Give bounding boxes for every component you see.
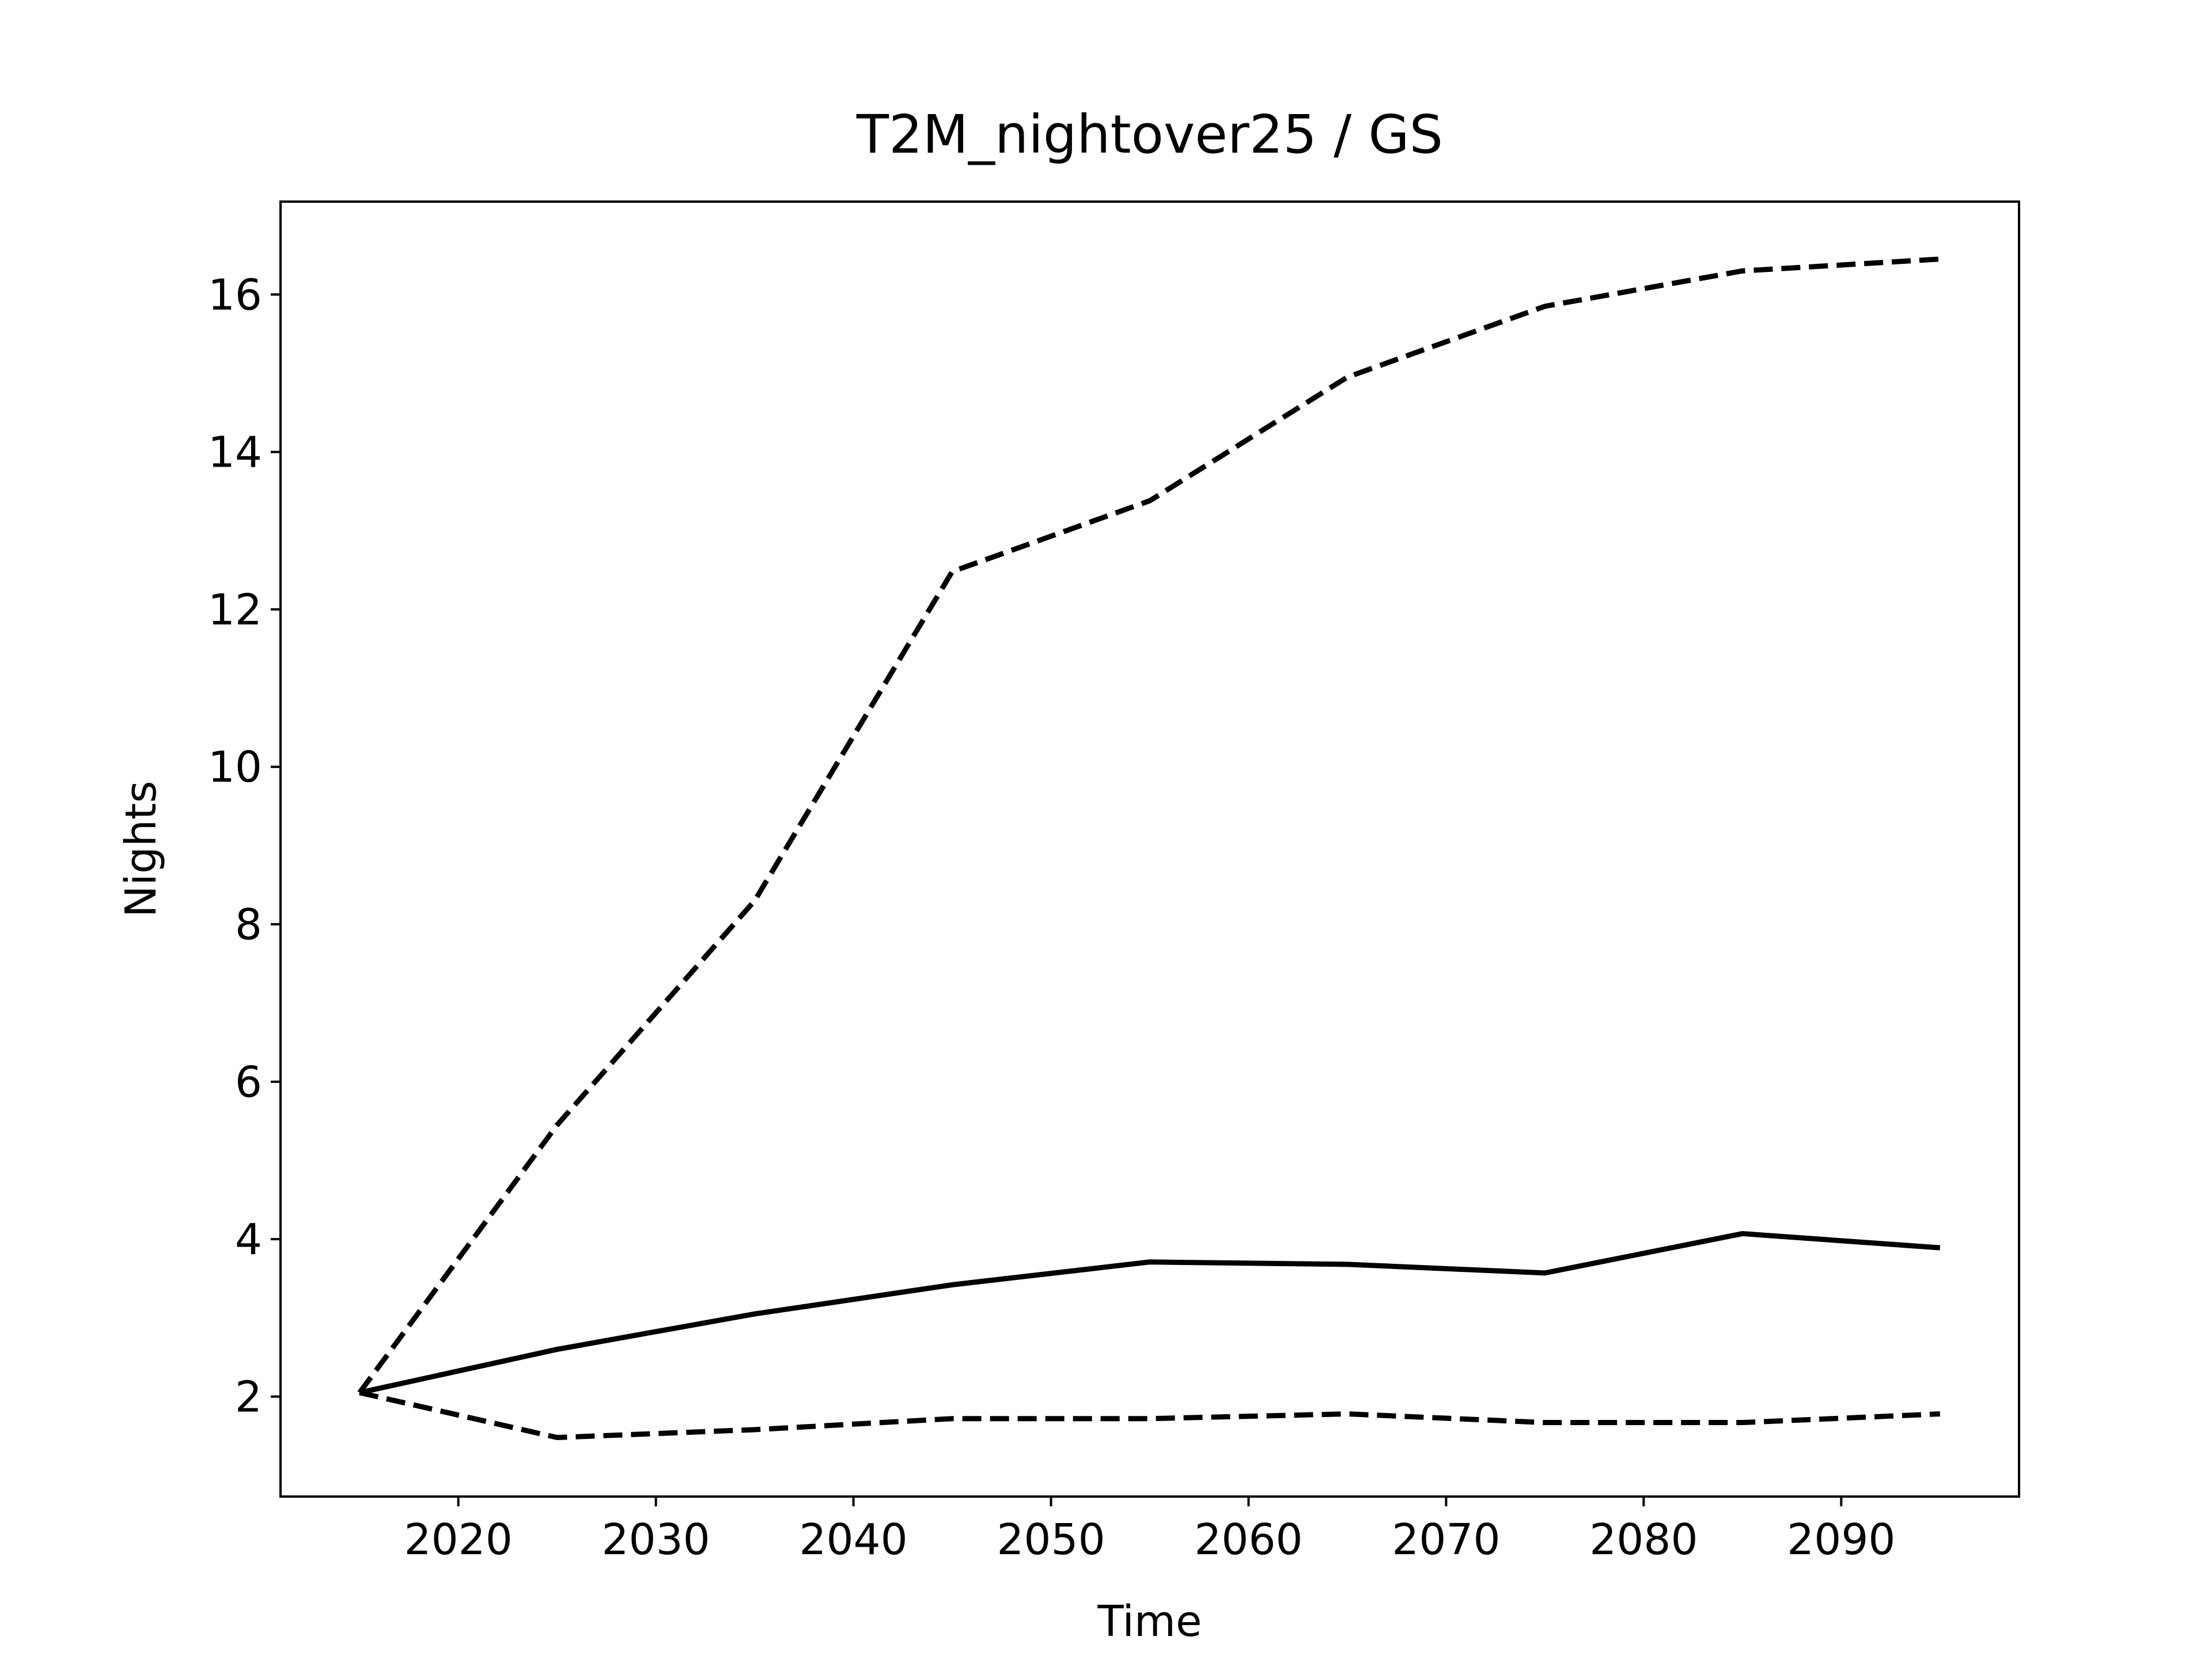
series-line bbox=[357, 256, 1941, 1395]
chart-title: T2M_nightover25 / GS bbox=[856, 104, 1443, 165]
y-tick-label: 4 bbox=[235, 1215, 262, 1264]
y-tick-label: 14 bbox=[208, 428, 262, 478]
y-tick-label: 10 bbox=[208, 743, 262, 792]
y-axis-label: Nights bbox=[116, 781, 166, 917]
x-tick-label: 2060 bbox=[1194, 1515, 1302, 1565]
y-tick-label: 16 bbox=[208, 270, 262, 320]
x-tick-label: 2030 bbox=[601, 1515, 710, 1565]
y-tick-label: 12 bbox=[208, 585, 262, 635]
y-tick-label: 8 bbox=[235, 900, 262, 950]
x-tick-label: 2040 bbox=[799, 1515, 907, 1565]
x-tick-label: 2020 bbox=[404, 1515, 512, 1565]
series-line bbox=[359, 1231, 1941, 1396]
x-tick-label: 2090 bbox=[1787, 1515, 1895, 1565]
x-tick-label: 2050 bbox=[997, 1515, 1105, 1565]
y-tick-label: 6 bbox=[235, 1058, 262, 1107]
x-tick-label: 2080 bbox=[1589, 1515, 1698, 1565]
x-axis-label: Time bbox=[1097, 1597, 1202, 1646]
x-tick-label: 2070 bbox=[1392, 1515, 1500, 1565]
plot-frame bbox=[279, 200, 2020, 1498]
y-tick-label: 2 bbox=[235, 1372, 262, 1422]
